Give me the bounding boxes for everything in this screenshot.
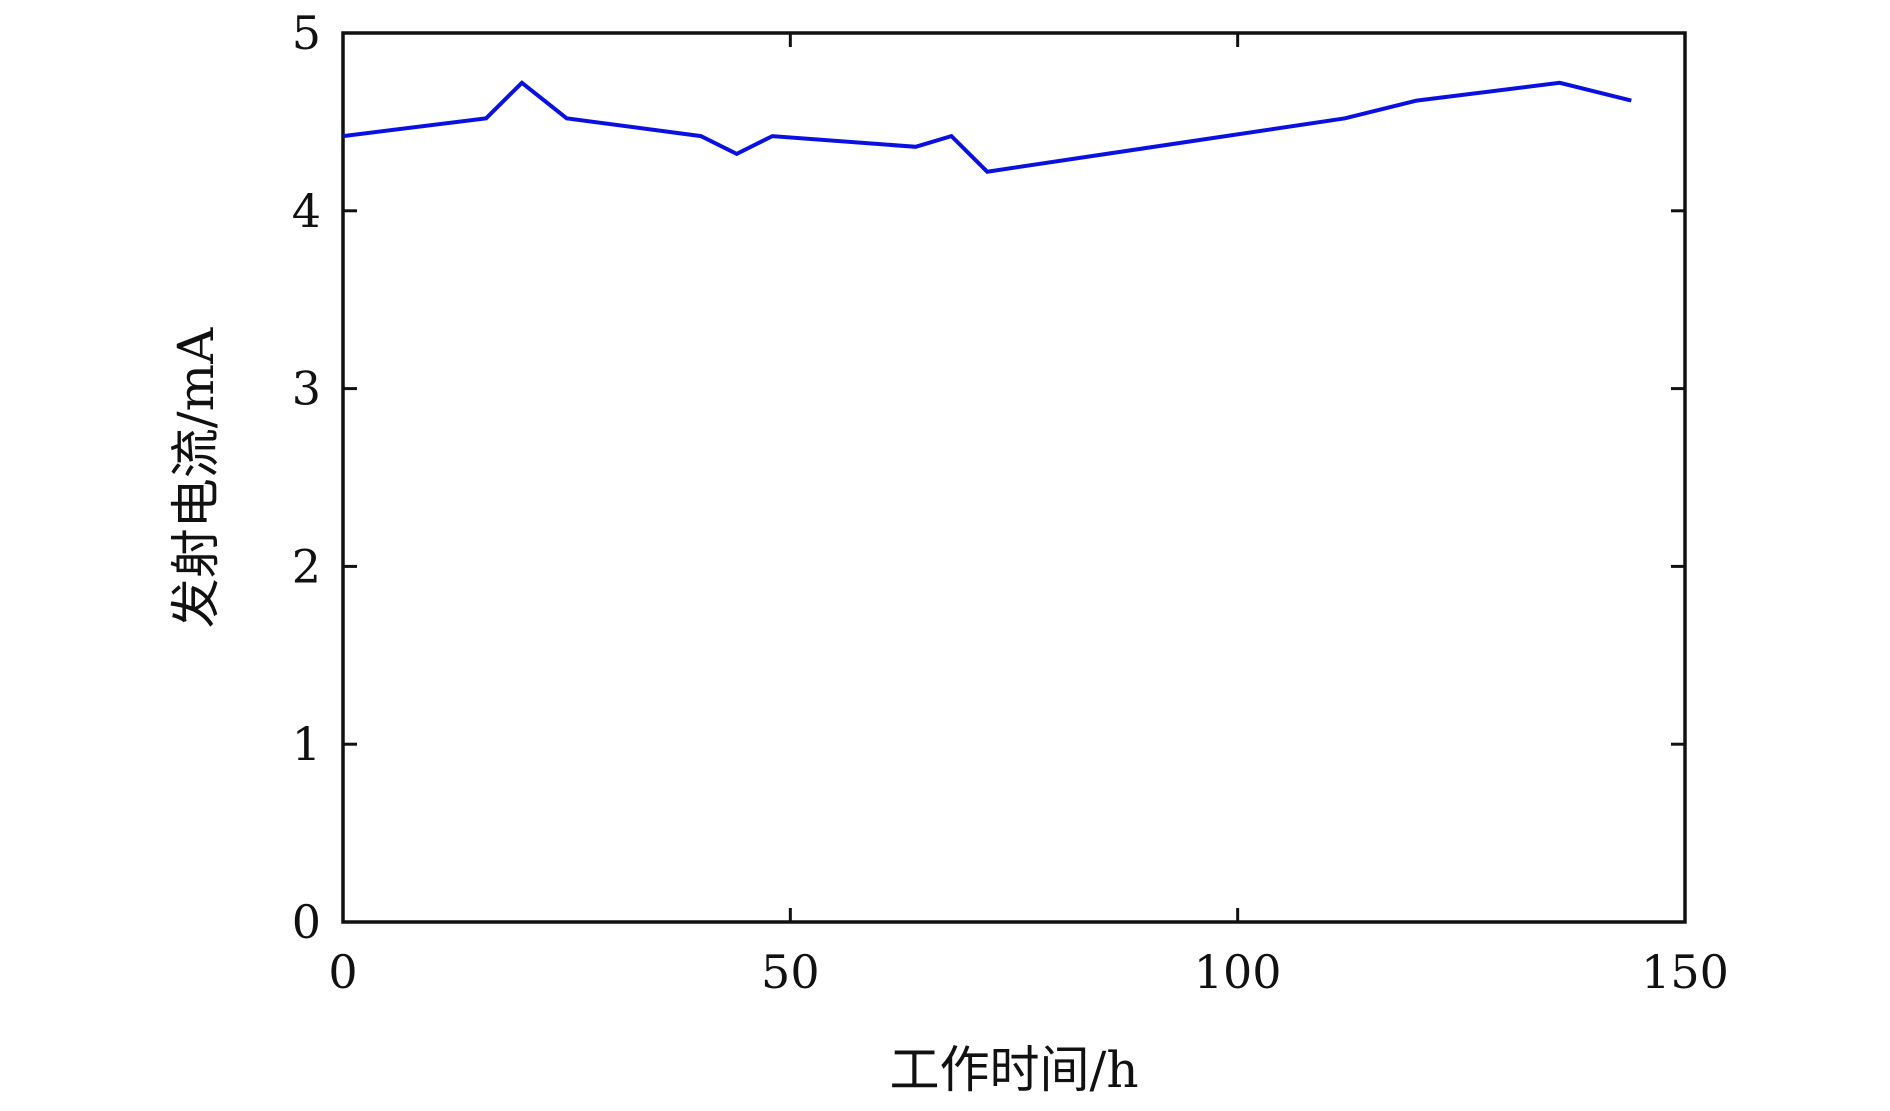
- plot-area-frame: [341, 31, 1687, 924]
- y-tick-label: 5: [292, 6, 321, 60]
- y-tick-label: 3: [292, 362, 321, 416]
- x-tick-label: 0: [328, 945, 357, 999]
- y-tick-label: 0: [292, 895, 321, 949]
- axis-ticks: 0 50 100 150 0 1 2 3 4 5: [292, 6, 1729, 999]
- y-tick-label: 1: [292, 717, 321, 771]
- x-tick-label: 100: [1194, 945, 1282, 999]
- y-tick-label: 4: [292, 184, 321, 238]
- x-tick-label: 150: [1641, 945, 1729, 999]
- y-tick-label: 2: [292, 539, 321, 593]
- y-axis-title: 发射电流/mA: [167, 327, 225, 628]
- x-axis-title: 工作时间/h: [889, 1041, 1138, 1099]
- series-line: [342, 80, 1632, 174]
- series-layer: [342, 80, 1632, 174]
- x-tick-label: 50: [761, 945, 820, 999]
